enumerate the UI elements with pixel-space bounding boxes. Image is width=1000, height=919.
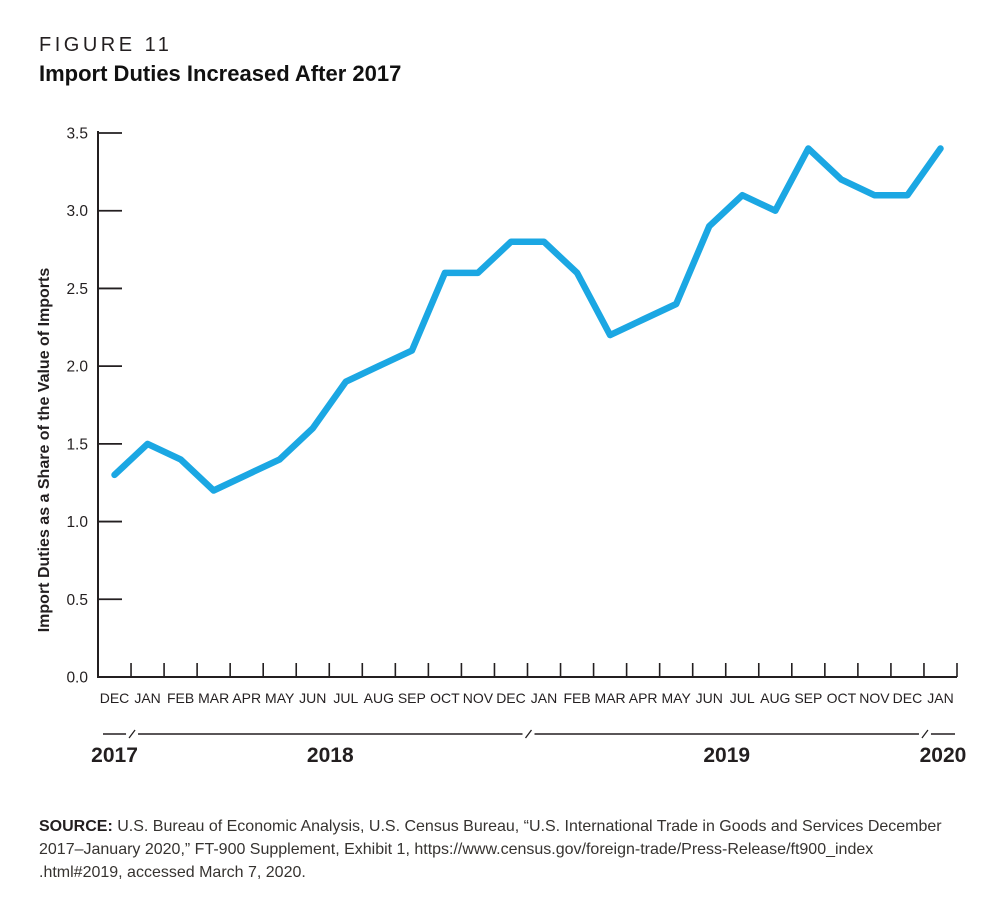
x-month-label: DEC (893, 690, 923, 706)
y-tick-label: 1.5 (66, 436, 88, 453)
source-line: .html#2019, accessed March 7, 2020. (39, 864, 306, 881)
figure-title: Import Duties Increased After 2017 (39, 61, 402, 86)
y-tick-label: 2.0 (66, 359, 88, 376)
x-month-label: FEB (563, 690, 590, 706)
x-month-label: NOV (463, 690, 494, 706)
y-tick-label: 3.0 (66, 203, 88, 220)
figure-label: FIGURE 11 (39, 34, 173, 56)
x-month-label: JUL (730, 690, 755, 706)
source-text: U.S. Bureau of Economic Analysis, U.S. C… (117, 818, 942, 835)
x-month-label: JUL (333, 690, 358, 706)
x-month-label: AUG (760, 690, 790, 706)
x-month-label: DEC (496, 690, 526, 706)
x-month-label: JUN (696, 690, 723, 706)
year-label: 2019 (703, 744, 750, 767)
x-month-label: SEP (794, 690, 822, 706)
x-month-label: AUG (364, 690, 394, 706)
x-month-label: JAN (531, 690, 557, 706)
y-tick-label: 1.0 (66, 514, 88, 531)
data-line (111, 145, 944, 494)
x-month-label: MAR (595, 690, 626, 706)
x-month-label: SEP (398, 690, 426, 706)
source-note: SOURCE: U.S. Bureau of Economic Analysis… (39, 815, 964, 884)
x-month-label: JAN (927, 690, 953, 706)
y-tick-label: 0.0 (66, 670, 88, 687)
year-break-mark (128, 729, 136, 739)
x-month-label: MAY (662, 690, 692, 706)
x-month-label: OCT (430, 690, 460, 706)
x-month-label: JAN (134, 690, 160, 706)
source-line: SOURCE: U.S. Bureau of Economic Analysis… (39, 815, 964, 838)
x-month-label: MAY (265, 690, 295, 706)
x-month-label: JUN (299, 690, 326, 706)
x-month-label: DEC (100, 690, 130, 706)
year-label: 2018 (307, 744, 354, 767)
year-break-mark (524, 729, 533, 739)
x-month-label: APR (232, 690, 261, 706)
year-label: 2020 (920, 744, 967, 767)
year-label: 2017 (91, 744, 138, 767)
y-tick-label: 0.5 (66, 592, 88, 609)
figure-header: FIGURE 11 Import Duties Increased After … (39, 33, 401, 87)
y-tick-label: 2.5 (66, 281, 88, 298)
x-month-label: OCT (827, 690, 857, 706)
x-month-label: FEB (167, 690, 194, 706)
source-label: SOURCE: (39, 818, 113, 835)
source-line: 2017–January 2020,” FT-900 Supplement, E… (39, 841, 874, 858)
year-break-mark (921, 729, 929, 739)
y-tick-label: 3.5 (66, 126, 88, 143)
x-month-label: NOV (859, 690, 890, 706)
x-month-label: MAR (198, 690, 229, 706)
x-month-label: APR (629, 690, 658, 706)
